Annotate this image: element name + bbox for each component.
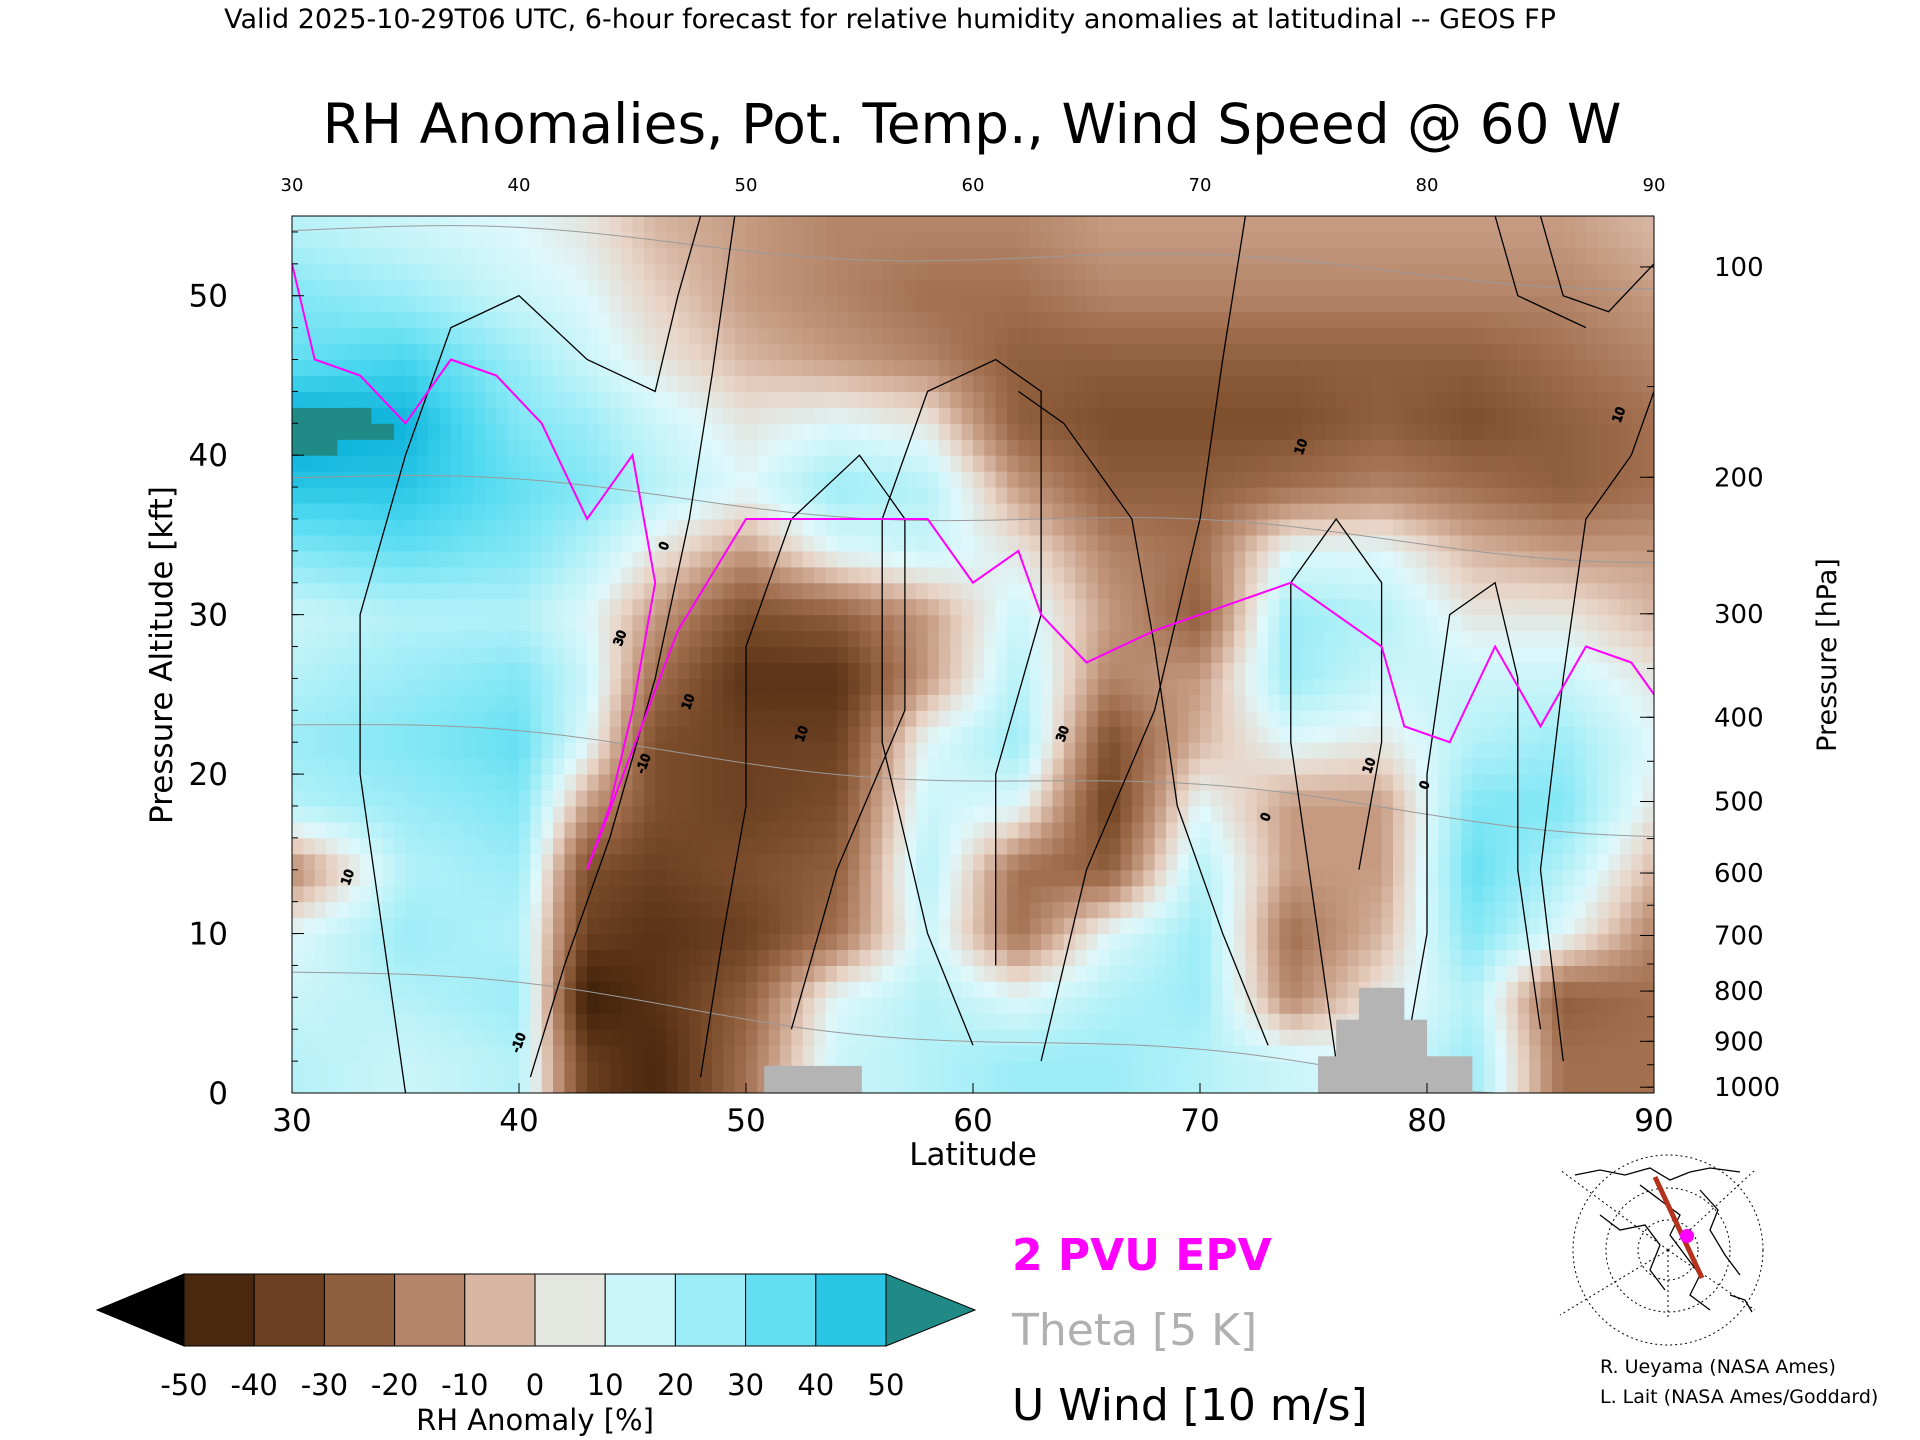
colorbar-tick-label: 20 bbox=[657, 1368, 694, 1402]
y-tick-label-right: 700 bbox=[1714, 921, 1764, 951]
y-tick-label-right: 600 bbox=[1714, 859, 1764, 889]
colorbar: -50 -40 -30 -20 -10 0 10 20 30 40 50 bbox=[95, 1273, 977, 1402]
section-line bbox=[1652, 1175, 1705, 1280]
colorbar-tick-label: 0 bbox=[526, 1368, 544, 1402]
wind-contour bbox=[1494, 216, 1587, 329]
terrain-block bbox=[764, 1065, 862, 1093]
colorbar-tick-label: 50 bbox=[868, 1368, 905, 1402]
section-marker bbox=[1680, 1229, 1694, 1243]
x-tick-label: 80 bbox=[1407, 1103, 1446, 1139]
colorbar-tick-label: 40 bbox=[797, 1368, 834, 1402]
y-tick-label-right: 900 bbox=[1714, 1027, 1764, 1057]
wind-contour-label: 10 bbox=[338, 868, 356, 887]
x-tick-label-top: 70 bbox=[1189, 175, 1212, 196]
x-tick-label-top: 80 bbox=[1416, 175, 1439, 196]
valid-line: Valid 2025-10-29T06 UTC, 6-hour forecast… bbox=[224, 4, 1556, 35]
colorbar-tick-label: -40 bbox=[231, 1368, 278, 1402]
theta-contour bbox=[292, 225, 1654, 290]
colorbar-tick-label: 30 bbox=[727, 1368, 764, 1402]
wind-contour bbox=[1539, 216, 1654, 313]
terrain-block bbox=[1358, 987, 1405, 1093]
y-tick-label-left: 10 bbox=[189, 917, 228, 953]
colorbar-max-arrow bbox=[885, 1273, 977, 1347]
y-tick-label-right: 300 bbox=[1714, 600, 1764, 630]
inset-map bbox=[1556, 1154, 1764, 1346]
y-tick-label-left: 30 bbox=[189, 598, 228, 634]
credit-line: L. Lait (NASA Ames/Goddard) bbox=[1600, 1386, 1879, 1408]
wind-contour bbox=[1403, 581, 1542, 1062]
colorbar-swatch bbox=[323, 1273, 396, 1347]
legend: 2 PVU EPV Theta [5 K] U Wind [10 m/s] bbox=[1011, 1230, 1368, 1431]
x-tick-label: 50 bbox=[726, 1103, 765, 1139]
colorbar-swatch bbox=[674, 1273, 747, 1347]
wind-contour-label: 10 bbox=[792, 724, 810, 743]
x-tick-label-top: 60 bbox=[962, 175, 985, 196]
x-axis-label: Latitude bbox=[909, 1137, 1037, 1173]
colorbar-tick-label: -10 bbox=[441, 1368, 488, 1402]
chart-title: RH Anomalies, Pot. Temp., Wind Speed @ 6… bbox=[323, 92, 1622, 156]
epv-2pvu-line bbox=[292, 263, 1654, 871]
y-tick-label-right: 500 bbox=[1714, 787, 1764, 817]
rh-anomaly-field bbox=[292, 216, 1654, 1093]
legend-entry: 2 PVU EPV bbox=[1012, 1230, 1272, 1281]
x-tick-label: 30 bbox=[272, 1103, 311, 1139]
wind-contour bbox=[1539, 391, 1654, 1062]
wind-contour-label: 10 bbox=[1292, 437, 1310, 456]
wind-contour-label: 30 bbox=[1053, 724, 1071, 743]
wind-contour bbox=[881, 358, 1042, 1046]
wind-contour bbox=[1290, 517, 1383, 1062]
y-tick-label-right: 200 bbox=[1714, 463, 1764, 493]
colorbar-swatch bbox=[745, 1273, 817, 1347]
y-tick-label-left: 50 bbox=[189, 279, 228, 315]
colorbar-swatch bbox=[253, 1273, 325, 1347]
colorbar-tick-label: -30 bbox=[301, 1368, 348, 1402]
y-tick-label-right: 100 bbox=[1714, 253, 1764, 283]
colorbar-swatch bbox=[394, 1273, 466, 1347]
theta-contour bbox=[292, 474, 1654, 564]
colorbar-swatch bbox=[534, 1273, 606, 1347]
wind-contour bbox=[1018, 390, 1269, 1046]
colorbar-label: RH Anomaly [%] bbox=[416, 1403, 654, 1437]
wind-contour bbox=[359, 216, 702, 1093]
colorbar-tick-label: -50 bbox=[160, 1368, 207, 1402]
y-tick-label-right: 1000 bbox=[1714, 1073, 1780, 1103]
wind-contour-label: 10 bbox=[1610, 405, 1628, 424]
colorbar-min-arrow bbox=[95, 1273, 185, 1347]
x-tick-label: 60 bbox=[953, 1103, 992, 1139]
credit-line: R. Ueyama (NASA Ames) bbox=[1600, 1356, 1836, 1378]
y-tick-label-left: 20 bbox=[189, 757, 228, 793]
x-tick-label-top: 90 bbox=[1643, 175, 1666, 196]
x-tick-label-top: 50 bbox=[735, 175, 758, 196]
y-tick-label-right: 800 bbox=[1714, 977, 1764, 1007]
wind-contour bbox=[529, 216, 736, 1078]
x-tick-label-top: 30 bbox=[281, 175, 304, 196]
x-tick-label: 90 bbox=[1634, 1103, 1673, 1139]
colorbar-tick-label: -20 bbox=[371, 1368, 418, 1402]
colorbar-tick-label: 10 bbox=[587, 1368, 624, 1402]
colorbar-swatch bbox=[464, 1273, 536, 1347]
y-tick-label-left: 40 bbox=[189, 438, 228, 474]
colorbar-swatch bbox=[183, 1273, 255, 1347]
legend-entry: U Wind [10 m/s] bbox=[1012, 1380, 1368, 1431]
colorbar-swatch bbox=[815, 1273, 887, 1347]
y-axis-label-left: Pressure Altitude [kft] bbox=[144, 486, 180, 824]
x-tick-label-top: 40 bbox=[508, 175, 531, 196]
wind-contour-label: 30 bbox=[611, 628, 629, 647]
y-tick-label-right: 400 bbox=[1714, 703, 1764, 733]
y-axis-label-right: Pressure [hPa] bbox=[1812, 558, 1843, 752]
wind-contour-label: 10 bbox=[679, 692, 697, 711]
colorbar-swatch bbox=[604, 1273, 676, 1347]
legend-entry: Theta [5 K] bbox=[1011, 1305, 1257, 1356]
wind-contour bbox=[699, 454, 906, 1078]
wind-contour bbox=[1040, 216, 1247, 1062]
x-tick-label: 40 bbox=[499, 1103, 538, 1139]
x-tick-label: 70 bbox=[1180, 1103, 1219, 1139]
wind-contour-label: -10 bbox=[634, 752, 654, 775]
y-tick-label-left: 0 bbox=[208, 1076, 228, 1112]
wind-contour-label: 10 bbox=[1360, 756, 1378, 775]
